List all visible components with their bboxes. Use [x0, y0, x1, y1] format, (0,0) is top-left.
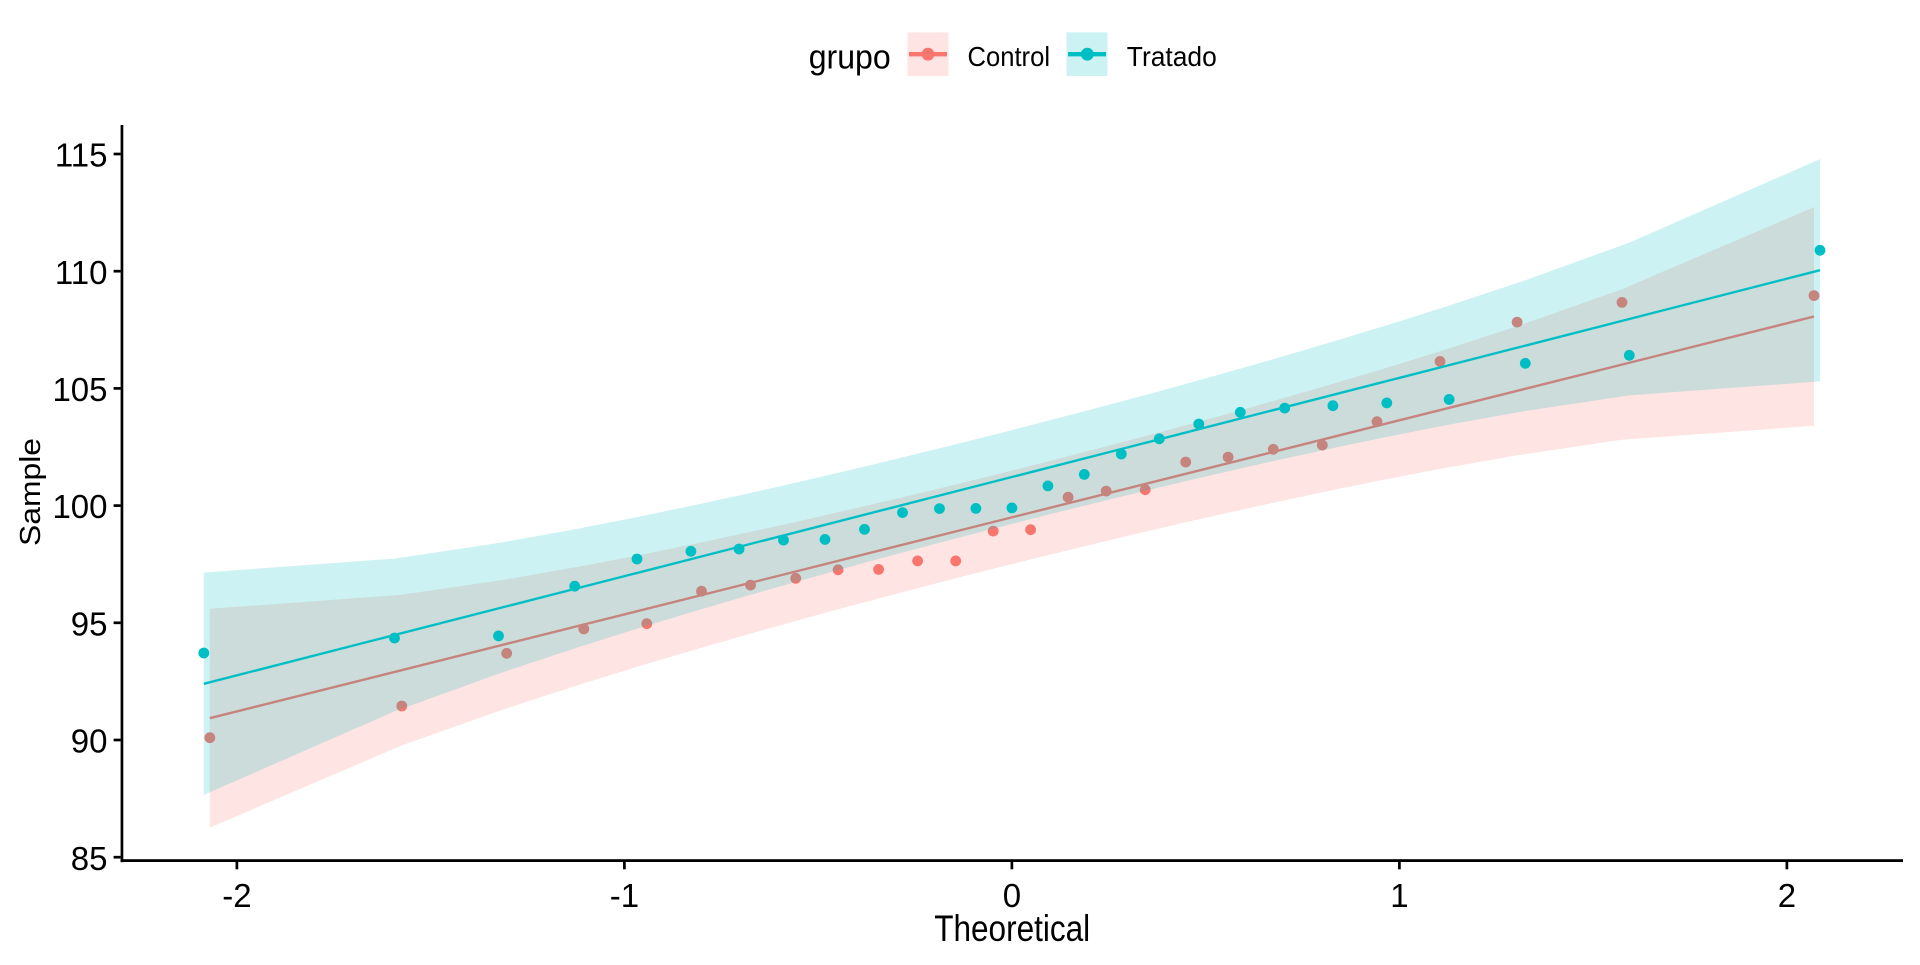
svg-text:90: 90	[71, 723, 108, 760]
svg-text:100: 100	[52, 488, 107, 525]
svg-text:115: 115	[55, 137, 108, 174]
svg-text:Control: Control	[968, 41, 1051, 72]
svg-text:Sample: Sample	[15, 438, 47, 546]
svg-text:110: 110	[55, 254, 108, 291]
svg-text:-1: -1	[610, 877, 639, 914]
svg-text:2: 2	[1778, 877, 1796, 914]
svg-text:Tratado: Tratado	[1127, 41, 1217, 72]
svg-text:grupo: grupo	[809, 38, 891, 76]
svg-text:-2: -2	[222, 877, 251, 914]
svg-text:0: 0	[1003, 877, 1021, 914]
svg-text:105: 105	[52, 371, 107, 408]
svg-text:1: 1	[1390, 877, 1408, 914]
svg-text:85: 85	[71, 840, 108, 877]
svg-text:95: 95	[71, 605, 108, 642]
svg-text:Theoretical: Theoretical	[934, 907, 1090, 949]
